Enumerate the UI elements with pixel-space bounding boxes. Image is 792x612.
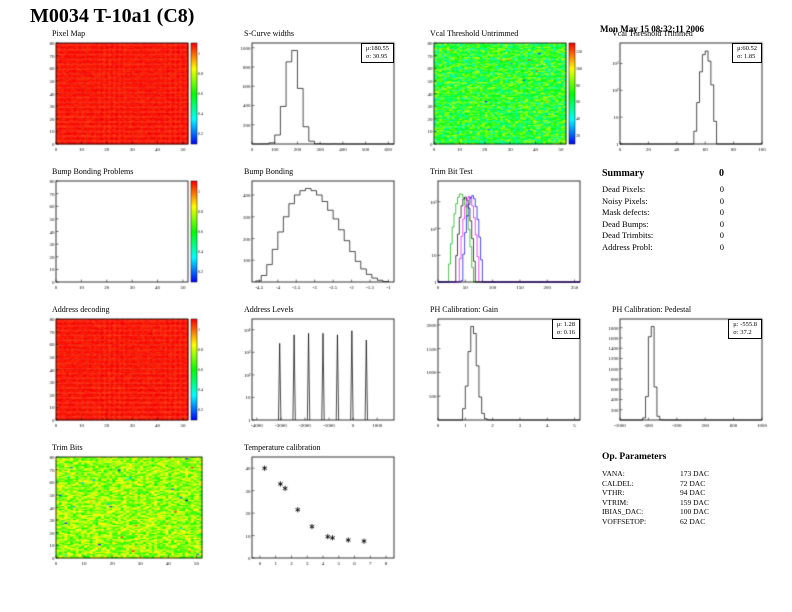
summary-row-dead-bumps: Dead Bumps: 0	[602, 219, 724, 231]
trim-bits-panel: Trim Bits	[40, 443, 212, 573]
bump-bonding-chart	[232, 176, 400, 294]
pixel-map-title: Pixel Map	[52, 29, 86, 38]
op-row-vtrim: VTRIM: 159 DAC	[602, 498, 709, 508]
summary-row-noisy-pixels: Noisy Pixels: 0	[602, 196, 724, 208]
ph-gain-stats-box: μ: 1.28 σ: 0.16	[551, 319, 580, 339]
summary-value: 0	[719, 195, 724, 206]
page-title: M0034 T-10a1 (C8)	[30, 5, 195, 27]
timestamp: Mon May 15 08:32:11 2006	[600, 24, 704, 34]
summary-value: 0	[719, 207, 724, 217]
temperature-panel: Temperature calibration	[232, 443, 404, 573]
ph-pedestal-stats-box: μ: -555.8 σ: 37.2	[728, 319, 762, 339]
vcal-trimmed-stats-box: μ:60.52 σ: 1.85	[732, 43, 762, 63]
summary-value: 0	[719, 218, 724, 229]
op-label: VTHR:	[602, 488, 625, 497]
vcal-trimmed-title: Vcal Threshold Trimmed	[612, 29, 693, 38]
address-decoding-panel: Address decoding	[40, 305, 212, 435]
vcal-untrimmed-chart	[418, 38, 586, 156]
ph-gain-panel: PH Calibration: Gain μ: 1.28 σ: 0.16	[418, 305, 590, 435]
bump-bonding-title: Bump Bonding	[244, 167, 294, 176]
pixel-map-panel: Pixel Map	[40, 29, 212, 159]
op-label: VTRIM:	[602, 497, 629, 507]
scurve-stats-mu: μ:180.55	[365, 45, 389, 52]
scurve-stats-box: μ:180.55 σ: 30.95	[360, 43, 394, 63]
op-label: CALDEL:	[602, 478, 634, 488]
vcal-trimmed-stats-sigma: σ: 1.85	[737, 53, 756, 60]
address-levels-panel: Address Levels	[232, 305, 404, 435]
address-decoding-title: Address decoding	[52, 305, 110, 314]
vcal-trimmed-panel: Vcal Threshold Trimmed μ:60.52 σ: 1.85	[600, 29, 772, 159]
op-row-voffsetop: VOFFSETOP: 62 DAC	[602, 517, 709, 527]
op-label: IBIAS_DAC:	[602, 507, 644, 516]
trimbit-test-title: Trim Bit Test	[430, 167, 473, 176]
temperature-title: Temperature calibration	[244, 443, 321, 452]
ph-pedestal-title: PH Calibration: Pedestal	[612, 305, 692, 314]
op-value: 94 DAC	[680, 488, 706, 497]
vcal-trimmed-stats-mu: μ:60.52	[737, 45, 757, 52]
summary-row-mask-defects: Mask defects: 0	[602, 207, 724, 219]
op-value: 100 DAC	[680, 507, 709, 516]
summary-label: Dead Trimbits:	[602, 230, 654, 240]
trim-bits-title: Trim Bits	[52, 443, 83, 452]
op-value: 62 DAC	[680, 516, 706, 526]
summary-value: 0	[719, 230, 724, 240]
summary-value: 0	[719, 184, 724, 194]
op-value: 72 DAC	[680, 478, 706, 488]
summary-label: Dead Pixels:	[602, 184, 646, 194]
bump-problems-panel: Bump Bonding Problems	[40, 167, 212, 297]
op-row-ibias: IBIAS_DAC: 100 DAC	[602, 507, 709, 517]
vcal-untrimmed-title: Vcal Threshold Untrimmed	[430, 29, 519, 38]
bump-problems-chart	[40, 176, 208, 294]
address-levels-chart	[232, 314, 400, 432]
address-levels-title: Address Levels	[244, 305, 294, 314]
summary-block: Summary 0 Dead Pixels: 0 Noisy Pixels: 0…	[602, 168, 724, 253]
pixel-map-chart	[40, 38, 208, 156]
bump-bonding-panel: Bump Bonding	[232, 167, 404, 297]
summary-title: Summary	[602, 168, 645, 179]
ph-pedestal-stats-mu: μ: -555.8	[733, 321, 757, 328]
ph-gain-stats-mu: μ: 1.28	[556, 321, 575, 328]
trimbit-test-panel: Trim Bit Test	[418, 167, 590, 297]
scurve-stats-sigma: σ: 30.95	[365, 53, 388, 60]
vcal-untrimmed-panel: Vcal Threshold Untrimmed	[418, 29, 590, 159]
scurve-widths-panel: S-Curve widths μ:180.55 σ: 30.95	[232, 29, 404, 159]
summary-value: 0	[719, 241, 724, 252]
summary-row-dead-trimbits: Dead Trimbits: 0	[602, 230, 724, 242]
scurve-widths-title: S-Curve widths	[244, 29, 294, 38]
op-row-vana: VANA: 173 DAC	[602, 469, 709, 479]
summary-total: 0	[719, 168, 724, 179]
trim-bits-chart	[40, 452, 208, 570]
op-parameters-title: Op. Parameters	[602, 452, 667, 462]
summary-row-dead-pixels: Dead Pixels: 0	[602, 184, 724, 196]
summary-label: Mask defects:	[602, 207, 650, 217]
summary-label: Address Probl:	[602, 241, 653, 252]
op-value: 159 DAC	[680, 497, 709, 507]
op-label: VOFFSETOP:	[602, 516, 647, 526]
op-parameters-block: Op. Parameters VANA: 173 DAC CALDEL: 72 …	[602, 452, 709, 526]
summary-row-address-probl: Address Probl: 0	[602, 242, 724, 254]
address-decoding-chart	[40, 314, 208, 432]
trimbit-test-chart	[418, 176, 586, 294]
ph-gain-stats-sigma: σ: 0.16	[556, 329, 575, 336]
temperature-chart	[232, 452, 400, 570]
ph-gain-title: PH Calibration: Gain	[430, 305, 498, 314]
op-row-caldel: CALDEL: 72 DAC	[602, 479, 709, 489]
summary-header: Summary 0	[602, 168, 724, 179]
ph-pedestal-panel: PH Calibration: Pedestal μ: -555.8 σ: 37…	[600, 305, 772, 435]
bump-problems-title: Bump Bonding Problems	[52, 167, 134, 176]
op-label: VANA:	[602, 469, 625, 478]
summary-label: Noisy Pixels:	[602, 195, 648, 206]
ph-pedestal-stats-sigma: σ: 37.2	[733, 329, 752, 336]
op-value: 173 DAC	[680, 469, 709, 478]
op-row-vthr: VTHR: 94 DAC	[602, 488, 709, 498]
summary-label: Dead Bumps:	[602, 218, 649, 229]
